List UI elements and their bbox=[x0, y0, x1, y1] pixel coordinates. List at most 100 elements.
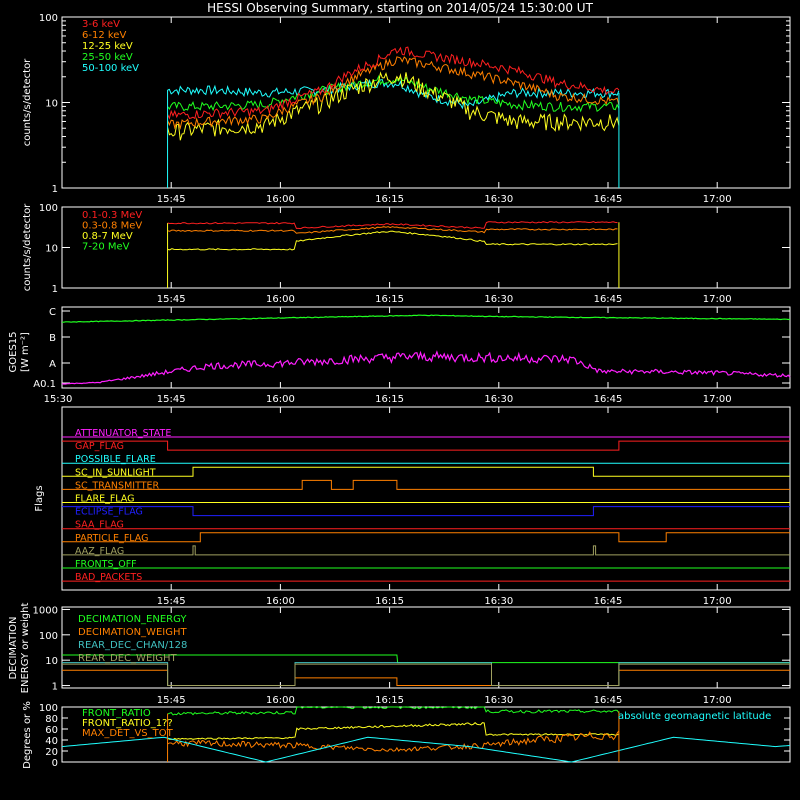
flag-label: POSSIBLE_FLARE bbox=[75, 454, 156, 465]
y-tick-label: 1 bbox=[52, 284, 58, 295]
x-tick-label: 16:45 bbox=[594, 394, 623, 405]
legend-entry: 0.3-0.8 MeV bbox=[82, 221, 142, 232]
x-tick-label: 16:15 bbox=[375, 596, 404, 607]
x-tick-label: 17:00 bbox=[703, 294, 732, 305]
series-decimation-energy bbox=[62, 654, 790, 664]
x-tick-label: 16:45 bbox=[594, 294, 623, 305]
x-tick-label: 16:15 bbox=[375, 394, 404, 405]
legend-entry: FRONT_RATIO_1?? bbox=[82, 718, 173, 729]
hxr-rates-panel-frame bbox=[61, 16, 791, 189]
y-axis-label: counts/s/detector bbox=[22, 58, 33, 146]
goes-panel-frame bbox=[61, 306, 791, 389]
y-axis-label: DECIMATION bbox=[8, 616, 19, 679]
flag-label: SC_TRANSMITTER bbox=[75, 480, 160, 491]
x-tick-label: 16:15 bbox=[375, 695, 404, 706]
y-tick-label: 100 bbox=[39, 203, 58, 214]
y-tick-label: 10 bbox=[45, 99, 58, 110]
flag-label: PARTICLE_FLAG bbox=[75, 533, 148, 544]
flag-line-sc-in-sunlight bbox=[62, 466, 790, 477]
flag-label: SC_IN_SUNLIGHT bbox=[75, 467, 156, 478]
goes-short-line bbox=[61, 350, 791, 385]
x-tick-label: 16:30 bbox=[484, 596, 513, 607]
flag-label: FLARE_FLAG bbox=[75, 494, 135, 505]
flag-label: GAP_FLAG bbox=[75, 441, 124, 452]
flag-label: AAZ_FLAG bbox=[75, 546, 124, 557]
legend-entry: 0.8-7 MeV bbox=[82, 231, 133, 242]
flags-panel-frame bbox=[61, 406, 791, 591]
x-tick-label: 17:00 bbox=[703, 394, 732, 405]
flag-line-particle-flag bbox=[62, 532, 790, 543]
goes-long-line bbox=[62, 314, 791, 323]
series-absolute-geomagnetic-latitude bbox=[61, 736, 791, 763]
y-tick-label: 100 bbox=[39, 631, 58, 642]
x-tick-label: 16:30 bbox=[484, 194, 513, 205]
y-tick-label: 1 bbox=[52, 682, 58, 693]
legend-entry: absolute geomagnetic latitude bbox=[618, 711, 771, 722]
y-tick-label: 100 bbox=[39, 703, 58, 714]
y-tick-label: C bbox=[49, 307, 56, 318]
x-tick-label: 16:30 bbox=[484, 294, 513, 305]
y-tick-label: 10 bbox=[45, 656, 58, 667]
flag-label: FRONTS_OFF bbox=[75, 559, 137, 570]
legend-entry: FRONT_RATIO bbox=[82, 708, 151, 719]
flag-line-gap-flag bbox=[62, 440, 790, 451]
y-axis-label-2: ENERGY or weight bbox=[20, 603, 31, 694]
x-tick-label: 16:30 bbox=[484, 695, 513, 706]
x-tick-label: 15:45 bbox=[157, 294, 186, 305]
legend-entry: 3-6 keV bbox=[82, 19, 120, 30]
decimation-panel-frame bbox=[61, 606, 791, 689]
y-axis-label: Degrees or % bbox=[22, 701, 33, 769]
x-tick-label: 15:30 bbox=[44, 394, 73, 405]
page-title: HESSI Observing Summary, starting on 201… bbox=[207, 1, 593, 15]
y-tick-label: B bbox=[49, 333, 56, 344]
x-tick-label: 16:00 bbox=[266, 394, 295, 405]
y-tick-label: 40 bbox=[45, 736, 58, 747]
series-6-12-kev bbox=[167, 56, 620, 130]
series-0-8-7-mev bbox=[167, 230, 618, 251]
legend-entry: 0.1-0.3 MeV bbox=[82, 210, 142, 221]
x-tick-label: 16:15 bbox=[375, 294, 404, 305]
x-tick-label: 15:45 bbox=[157, 596, 186, 607]
x-tick-label: 15:45 bbox=[157, 194, 186, 205]
series-25-50-kev bbox=[167, 74, 620, 113]
y-axis-label: counts/s/detector bbox=[22, 203, 33, 291]
legend-entry: REAR_DEC_CHAN/128 bbox=[78, 640, 187, 651]
x-tick-label: 16:00 bbox=[266, 294, 295, 305]
legend-entry: MAX_DET_VS_TOT bbox=[82, 728, 174, 739]
x-tick-label: 17:00 bbox=[703, 695, 732, 706]
legend-entry: 7-20 MeV bbox=[82, 242, 130, 253]
series-0-1-0-3-mev bbox=[167, 221, 618, 230]
x-tick-label: 16:30 bbox=[484, 394, 513, 405]
x-tick-label: 17:00 bbox=[703, 194, 732, 205]
x-tick-label: 16:45 bbox=[594, 596, 623, 607]
y-tick-label: 100 bbox=[39, 13, 58, 24]
series-50-100-kev bbox=[167, 78, 620, 110]
legend-entry: DECIMATION_WEIGHT bbox=[78, 627, 187, 638]
flag-line-sc-transmitter bbox=[62, 479, 790, 490]
x-tick-label: 16:00 bbox=[266, 596, 295, 607]
gamma-rates-panel-frame bbox=[61, 206, 791, 289]
legend-entry: 12-25 keV bbox=[82, 41, 133, 52]
flag-line-aaz-flag bbox=[62, 545, 790, 556]
flag-label: SAA_FLAG bbox=[75, 520, 124, 531]
flag-label: ATTENUATOR_STATE bbox=[75, 428, 171, 439]
x-tick-label: 16:00 bbox=[266, 695, 295, 706]
series-front-ratio bbox=[167, 706, 620, 716]
legend-entry: 25-50 keV bbox=[82, 52, 133, 63]
y-tick-label: 80 bbox=[45, 714, 58, 725]
y-tick-label: 10 bbox=[45, 244, 58, 255]
x-tick-label: 16:45 bbox=[594, 194, 623, 205]
y-tick-label: 20 bbox=[45, 747, 58, 758]
legend-entry: REAR_DEC_WEIGHT bbox=[78, 653, 177, 664]
legend-entry: 6-12 keV bbox=[82, 30, 126, 41]
y-tick-label: 0 bbox=[52, 758, 58, 769]
series-12-25-kev bbox=[167, 71, 620, 141]
x-tick-label: 16:45 bbox=[594, 695, 623, 706]
series-0-3-0-8-mev bbox=[167, 226, 618, 234]
x-tick-label: 15:45 bbox=[157, 695, 186, 706]
y-tick-label: A bbox=[49, 359, 56, 370]
ratios-panel-frame bbox=[61, 706, 791, 763]
legend-entry: DECIMATION_ENERGY bbox=[78, 614, 187, 625]
flag-label: BAD_PACKETS bbox=[75, 572, 142, 583]
x-tick-label: 15:45 bbox=[157, 394, 186, 405]
